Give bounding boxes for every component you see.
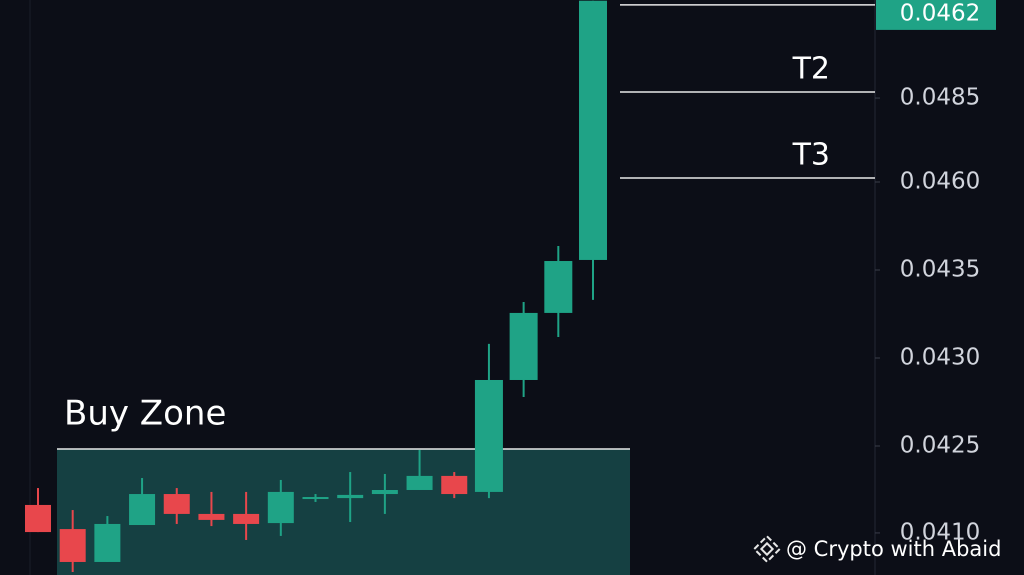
candle-body [302,497,329,500]
candle-body [163,494,190,514]
watermark: @ Crypto with Abaid [752,534,1001,564]
price-axis: 0.0462 0.0485 0.0460 0.0435 0.0430 0.0425 0.04… [875,0,996,545]
candle-body [371,489,398,495]
y-tick-label: 0.0435 [900,256,980,282]
y-tick-label: 0.0430 [900,344,980,370]
candle-body [406,475,433,490]
candle-body [198,513,225,520]
candle-body [129,494,156,526]
y-tick-label: 0.0425 [900,432,980,458]
candle-body [509,312,538,380]
y-tick-label: 0.0410 [900,519,980,545]
candle-body [59,529,86,562]
candle-body [25,504,51,533]
target-label: T2 [792,52,830,87]
candle-body [94,523,121,562]
y-tick-label: 0.0460 [900,168,980,194]
y-tick-label: 0.0485 [900,85,980,111]
candle-body [579,0,607,260]
price-badge [876,0,996,30]
y-tick-label: 0.0462 [900,0,980,26]
candle-body [267,491,294,524]
candle-body [544,261,573,313]
candle-body [337,494,364,499]
candle-body [233,513,260,524]
buy-zone-label: Buy Zone [64,393,226,433]
candle-body [441,475,468,495]
candles [25,0,607,573]
target-label: T3 [792,137,830,172]
candle-body [474,379,503,492]
watermark-text: @ Crypto with Abaid [786,537,1001,561]
